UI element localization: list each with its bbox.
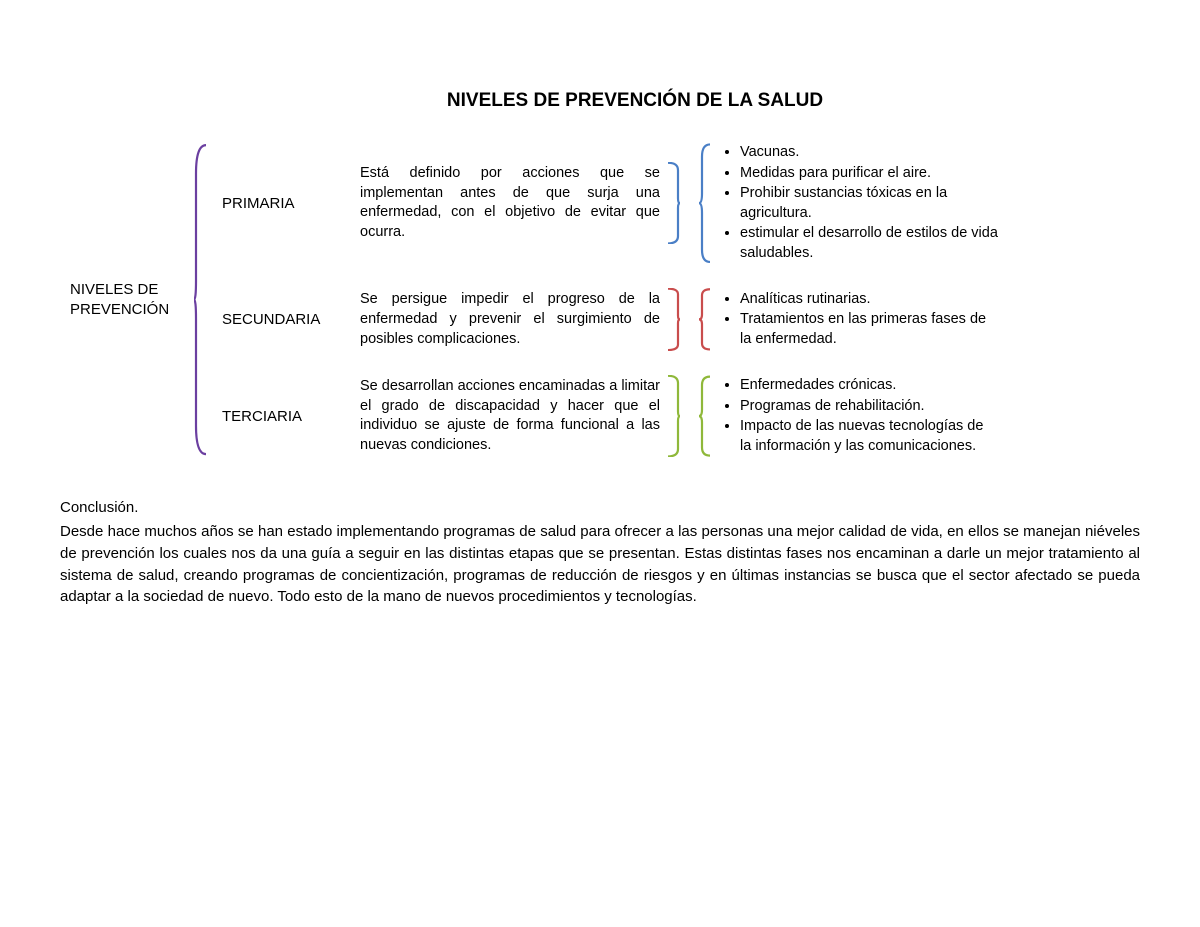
list-item: Vacunas.	[740, 143, 998, 163]
level-row: TERCIARIA Se desarrollan acciones encamin…	[214, 375, 1140, 457]
level-label: PRIMARIA	[214, 195, 334, 212]
examples-bracket-icon	[698, 375, 712, 457]
list-items: Vacunas.Medidas para purificar el aire.P…	[718, 143, 998, 263]
examples-bracket-icon	[698, 288, 712, 351]
close-bracket-icon	[666, 162, 680, 244]
level-description: Se desarrollan acciones encaminadas a li…	[360, 375, 660, 457]
conclusion-title: Conclusión.	[60, 497, 1140, 519]
list-item: estimular el desarrollo de estilos de vi…	[740, 224, 998, 263]
list-item: Tratamientos en las primeras fases de la…	[740, 310, 998, 349]
list-item: Analíticas rutinarias.	[740, 290, 998, 310]
level-label: TERCIARIA	[214, 408, 334, 425]
examples-list: Analíticas rutinarias.Tratamientos en la…	[718, 289, 998, 351]
conclusion-section: Conclusión. Desde hace muchos años se ha…	[60, 497, 1140, 608]
list-item: Medidas para purificar el aire.	[740, 164, 998, 184]
examples-bracket-icon	[698, 142, 712, 264]
close-bracket-icon	[666, 375, 680, 457]
page-title: NIVELES DE PREVENCIÓN DE LA SALUD	[60, 90, 1140, 112]
desc-wrap: Está definido por acciones que se implem…	[334, 162, 686, 244]
level-row: SECUNDARIA Se persigue impedir el progres…	[214, 288, 1140, 351]
list-item: Impacto de las nuevas tecnologías de la …	[740, 417, 998, 456]
root-bracket	[194, 142, 208, 457]
level-label: SECUNDARIA	[214, 311, 334, 328]
level-description: Se persigue impedir el progreso de la en…	[360, 288, 660, 351]
list-item: Programas de rehabilitación.	[740, 397, 998, 417]
list-items: Analíticas rutinarias.Tratamientos en la…	[718, 290, 998, 350]
level-description: Está definido por acciones que se implem…	[360, 162, 660, 244]
diagram-container: NIVELES DEPREVENCIÓN PRIMARIA Está defini…	[70, 142, 1140, 457]
list-items: Enfermedades crónicas.Programas de rehab…	[718, 376, 998, 456]
desc-wrap: Se persigue impedir el progreso de la en…	[334, 288, 686, 351]
examples-list: Enfermedades crónicas.Programas de rehab…	[718, 375, 998, 457]
examples-list: Vacunas.Medidas para purificar el aire.P…	[718, 142, 998, 264]
list-item: Prohibir sustancias tóxicas en la agricu…	[740, 184, 998, 223]
level-row: PRIMARIA Está definido por acciones que s…	[214, 142, 1140, 264]
conclusion-text: Desde hace muchos años se han estado imp…	[60, 521, 1140, 608]
desc-wrap: Se desarrollan acciones encaminadas a li…	[334, 375, 686, 457]
list-item: Enfermedades crónicas.	[740, 376, 998, 396]
root-label: NIVELES DEPREVENCIÓN	[70, 280, 190, 319]
close-bracket-icon	[666, 288, 680, 351]
rows-container: PRIMARIA Está definido por acciones que s…	[214, 142, 1140, 457]
